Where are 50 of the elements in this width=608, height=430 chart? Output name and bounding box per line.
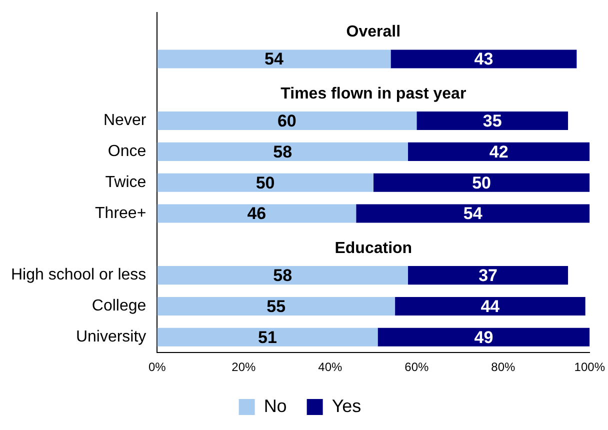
bar bbox=[157, 204, 356, 223]
legend-label: No bbox=[264, 396, 287, 416]
x-tick-label: 80% bbox=[491, 360, 516, 374]
data-label: 42 bbox=[489, 142, 508, 162]
y-tick-label: College bbox=[92, 298, 146, 315]
bar bbox=[390, 50, 577, 68]
data-label: 51 bbox=[258, 328, 277, 347]
data-label: 35 bbox=[482, 111, 502, 130]
bar bbox=[378, 328, 590, 346]
data-label: 54 bbox=[264, 50, 284, 69]
bar bbox=[408, 266, 568, 285]
x-tick-label: 60% bbox=[404, 360, 429, 374]
bar bbox=[157, 266, 408, 285]
y-tick-label: Once bbox=[108, 143, 146, 160]
bar bbox=[373, 173, 590, 192]
y-tick-label: Three+ bbox=[95, 204, 146, 222]
x-tick-label: 0% bbox=[148, 360, 166, 374]
bar bbox=[157, 328, 378, 346]
bar bbox=[157, 50, 391, 68]
data-label: 54 bbox=[463, 204, 483, 224]
data-label: 43 bbox=[474, 50, 494, 69]
data-label: 50 bbox=[472, 173, 491, 192]
annotation: Education bbox=[334, 240, 412, 257]
annotation: Times flown in past year bbox=[280, 85, 466, 102]
data-label: 58 bbox=[273, 142, 292, 162]
data-label: 60 bbox=[277, 111, 296, 130]
data-label: 37 bbox=[478, 266, 498, 286]
bar bbox=[356, 204, 590, 223]
x-tick-label: 40% bbox=[318, 360, 342, 374]
x-tick-label: 100% bbox=[574, 360, 606, 374]
bar bbox=[157, 112, 417, 130]
bar bbox=[408, 142, 590, 161]
data-label: 44 bbox=[480, 296, 500, 316]
y-tick-label: University bbox=[76, 328, 146, 346]
bar bbox=[157, 173, 374, 192]
bar bbox=[157, 142, 408, 161]
data-label: 55 bbox=[266, 296, 286, 316]
data-label: 49 bbox=[474, 328, 494, 347]
annotation: Overall bbox=[346, 23, 401, 40]
legend-label: Yes bbox=[332, 396, 362, 416]
y-tick-label: Twice bbox=[105, 174, 146, 192]
y-tick-label: Never bbox=[103, 112, 147, 130]
bar bbox=[157, 296, 396, 316]
data-label: 46 bbox=[247, 204, 266, 224]
x-tick-label: 20% bbox=[232, 360, 256, 374]
data-label: 58 bbox=[273, 266, 292, 286]
bar bbox=[395, 296, 586, 316]
y-tick-label: High school or less bbox=[11, 266, 146, 284]
data-label: 50 bbox=[256, 173, 275, 192]
bar bbox=[416, 112, 568, 130]
